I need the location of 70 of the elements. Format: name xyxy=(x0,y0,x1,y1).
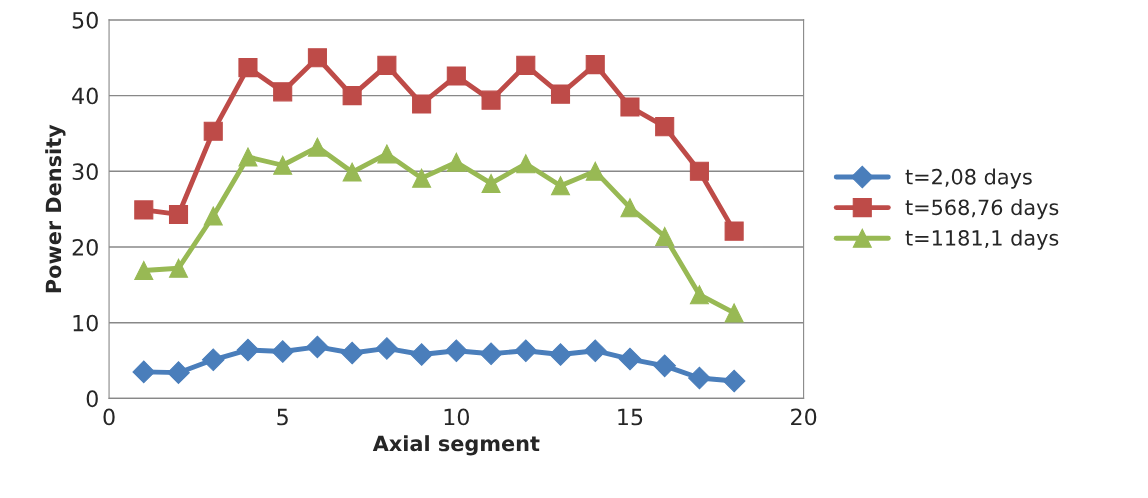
point xyxy=(481,173,501,193)
point xyxy=(132,360,156,384)
point xyxy=(410,343,433,366)
point xyxy=(238,58,258,78)
point xyxy=(514,339,538,363)
point xyxy=(481,90,501,110)
y-tick-label: 30 xyxy=(72,163,98,181)
point xyxy=(618,347,642,371)
x-tick-label: 5 xyxy=(277,408,288,426)
x-axis-title: Axial segment xyxy=(372,435,540,456)
point xyxy=(201,348,225,372)
point xyxy=(446,66,466,86)
y-tick-label: 40 xyxy=(72,87,98,105)
point xyxy=(724,303,744,323)
point xyxy=(689,161,709,181)
point xyxy=(375,337,399,360)
x-tick-label: 15 xyxy=(618,408,643,426)
y-tick-label: 0 xyxy=(86,390,98,408)
point xyxy=(445,339,468,363)
point xyxy=(585,55,605,75)
point xyxy=(134,260,154,281)
legend-label: t=2,08 days xyxy=(905,168,1032,189)
point xyxy=(307,137,327,157)
legend-label: t=568,76 days xyxy=(905,199,1059,220)
point xyxy=(585,161,605,181)
point xyxy=(689,285,709,305)
point xyxy=(238,147,258,167)
point xyxy=(377,55,397,75)
point xyxy=(236,338,260,362)
point xyxy=(307,48,327,68)
point xyxy=(271,340,295,363)
point xyxy=(516,55,536,75)
point xyxy=(549,343,572,366)
point xyxy=(377,144,397,164)
y-tick-label: 50 xyxy=(72,11,98,29)
point xyxy=(653,354,677,378)
point xyxy=(340,341,364,365)
point xyxy=(306,335,329,359)
point xyxy=(203,121,223,141)
point xyxy=(167,361,190,384)
y-tick-label: 20 xyxy=(72,238,98,256)
point xyxy=(412,94,432,114)
y-axis-title: Power Density xyxy=(45,124,66,293)
point xyxy=(168,258,189,278)
point xyxy=(446,152,466,172)
point xyxy=(655,117,675,137)
x-tick-label: 0 xyxy=(103,408,115,426)
point xyxy=(203,206,223,226)
point xyxy=(412,168,432,188)
point xyxy=(342,162,362,182)
point xyxy=(583,339,607,363)
point xyxy=(550,176,571,196)
point xyxy=(722,369,746,393)
point xyxy=(134,200,154,220)
point xyxy=(655,226,675,246)
point xyxy=(479,342,503,366)
y-tick-label: 10 xyxy=(73,314,98,332)
x-tick-label: 10 xyxy=(444,408,469,426)
point xyxy=(688,366,711,390)
point xyxy=(550,84,571,104)
point xyxy=(273,82,293,102)
point xyxy=(620,198,640,218)
point xyxy=(724,221,744,241)
point xyxy=(342,86,362,106)
point xyxy=(620,97,640,117)
point xyxy=(273,155,293,175)
point xyxy=(168,204,189,225)
x-tick-label: 20 xyxy=(791,408,817,426)
point xyxy=(516,154,536,174)
legend-label: t=1181,1 days xyxy=(905,229,1059,250)
